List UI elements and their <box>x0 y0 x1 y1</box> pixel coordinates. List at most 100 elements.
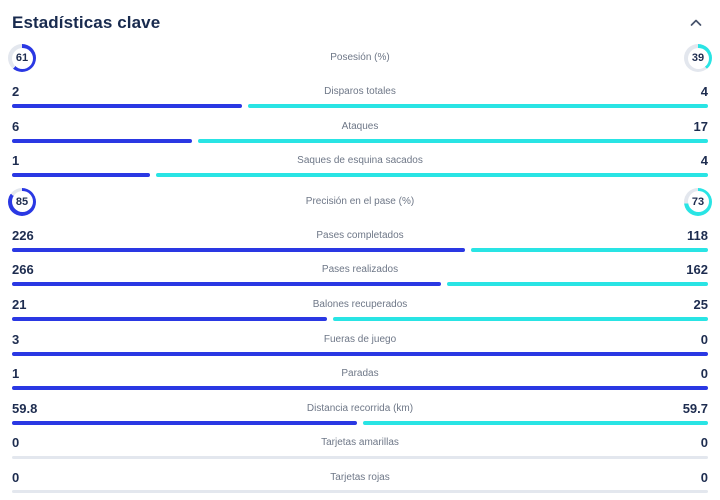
home-bar <box>12 316 327 321</box>
home-bar <box>12 282 441 287</box>
possession-row: 85 Precisión en el pase (%) 73 <box>8 182 712 222</box>
stat-text: 0 Tarjetas rojas 0 <box>12 469 708 485</box>
stat-bar <box>12 351 708 356</box>
stat-text: 226 Pases completados 118 <box>12 227 708 243</box>
stat-label: Tarjetas amarillas <box>321 437 399 449</box>
stat-text: 6 Ataques 17 <box>12 118 708 134</box>
possession-row: 61 Posesión (%) 39 <box>8 38 712 78</box>
stat-label: Disparos totales <box>324 86 396 97</box>
stat-label: Pases realizados <box>321 264 399 276</box>
away-value: 162 <box>686 262 708 278</box>
stat-text: 1 Paradas 0 <box>12 367 708 381</box>
away-value: 25 <box>693 296 708 312</box>
stat-label: Tarjetas rojas <box>330 471 390 483</box>
away-value: 59.7 <box>682 400 708 416</box>
home-value: 0 <box>12 469 20 485</box>
away-value: 0 <box>700 331 708 347</box>
stat-bar <box>12 138 708 143</box>
home-bar <box>12 386 708 391</box>
stat-label: Balones recuperados <box>312 298 408 310</box>
home-bar <box>12 247 466 252</box>
away-ring-inner: 73 <box>687 191 709 213</box>
home-bar <box>12 420 358 425</box>
chevron-up-icon <box>690 19 702 27</box>
collapse-button[interactable] <box>686 17 706 29</box>
home-value: 266 <box>12 262 34 278</box>
home-value: 3 <box>12 331 20 347</box>
home-value: 6 <box>12 118 20 134</box>
stat-bar <box>12 104 708 108</box>
home-ring-value: 61 <box>15 52 29 64</box>
home-bar <box>12 173 150 178</box>
home-bar <box>12 104 242 108</box>
home-ring: 61 <box>8 44 36 72</box>
away-value: 0 <box>700 435 708 451</box>
home-ring-value: 85 <box>15 195 29 208</box>
home-ring-inner: 85 <box>11 191 33 213</box>
away-value: 0 <box>700 469 708 485</box>
home-value: 1 <box>12 366 20 382</box>
home-value: 2 <box>12 84 20 99</box>
away-value: 4 <box>700 153 708 169</box>
stat-row: 21 Balones recuperados 25 <box>12 291 708 326</box>
stat-label: Precisión en el pase (%) <box>305 195 415 207</box>
stat-row: 0 Tarjetas amarillas 0 <box>12 429 708 464</box>
home-value: 1 <box>12 153 20 169</box>
stat-row: 6 Ataques 17 <box>12 113 708 148</box>
away-bar <box>248 104 708 108</box>
away-ring: 39 <box>684 44 712 72</box>
away-bar <box>198 138 708 143</box>
stat-text: 1 Saques de esquina sacados 4 <box>12 154 708 168</box>
stat-bar <box>12 455 708 459</box>
stat-row: 3 Fueras de juego 0 <box>12 326 708 361</box>
away-value: 4 <box>700 84 708 99</box>
stat-bar <box>12 173 708 178</box>
away-ring: 73 <box>684 187 712 216</box>
away-bar <box>333 316 708 321</box>
home-value: 0 <box>12 435 20 451</box>
stat-row: 1 Saques de esquina sacados 4 <box>12 147 708 182</box>
away-ring-value: 73 <box>691 195 705 208</box>
stat-row: 1 Paradas 0 <box>12 360 708 395</box>
stat-label: Posesión (%) <box>330 52 390 63</box>
away-value: 0 <box>700 366 708 382</box>
stat-label: Saques de esquina sacados <box>297 155 423 167</box>
stat-bar <box>12 247 708 252</box>
home-ring: 85 <box>8 187 36 216</box>
away-value: 17 <box>693 118 708 134</box>
home-value: 21 <box>12 296 27 312</box>
home-value: 226 <box>12 227 34 243</box>
page-title: Estadísticas clave <box>12 13 161 32</box>
stat-text: 2 Disparos totales 4 <box>12 85 708 99</box>
bar-track <box>12 490 708 494</box>
stat-bar <box>12 490 708 494</box>
stat-text: 0 Tarjetas amarillas 0 <box>12 436 708 450</box>
stat-text: 266 Pases realizados 162 <box>12 263 708 277</box>
stat-label: Paradas <box>341 368 379 380</box>
stat-label: Distancia recorrida (km) <box>306 402 414 414</box>
stat-bar <box>12 282 708 287</box>
home-value: 59.8 <box>12 400 38 416</box>
stat-text: 21 Balones recuperados 25 <box>12 296 708 312</box>
away-ring-inner: 39 <box>687 47 709 69</box>
stat-bar <box>12 316 708 321</box>
away-bar <box>446 282 708 287</box>
stat-row: 0 Tarjetas rojas 0 <box>12 464 708 499</box>
stats-rows: 61 Posesión (%) 39 2 Disparos totales 4 … <box>8 38 712 499</box>
stat-bar <box>12 420 708 425</box>
bar-track <box>12 455 708 459</box>
stat-text: 59.8 Distancia recorrida (km) 59.7 <box>12 400 708 416</box>
stat-text: 3 Fueras de juego 0 <box>12 331 708 347</box>
away-bar <box>363 420 708 425</box>
away-bar <box>155 173 708 178</box>
panel-header: Estadísticas clave <box>12 10 708 36</box>
stat-row: 226 Pases completados 118 <box>12 222 708 257</box>
stat-row: 2 Disparos totales 4 <box>12 78 708 113</box>
stat-bar <box>12 386 708 391</box>
away-ring-value: 39 <box>691 52 705 64</box>
stat-row: 59.8 Distancia recorrida (km) 59.7 <box>12 395 708 430</box>
stat-row: 266 Pases realizados 162 <box>12 256 708 291</box>
away-value: 118 <box>687 227 708 243</box>
stat-label: Pases completados <box>316 229 404 241</box>
